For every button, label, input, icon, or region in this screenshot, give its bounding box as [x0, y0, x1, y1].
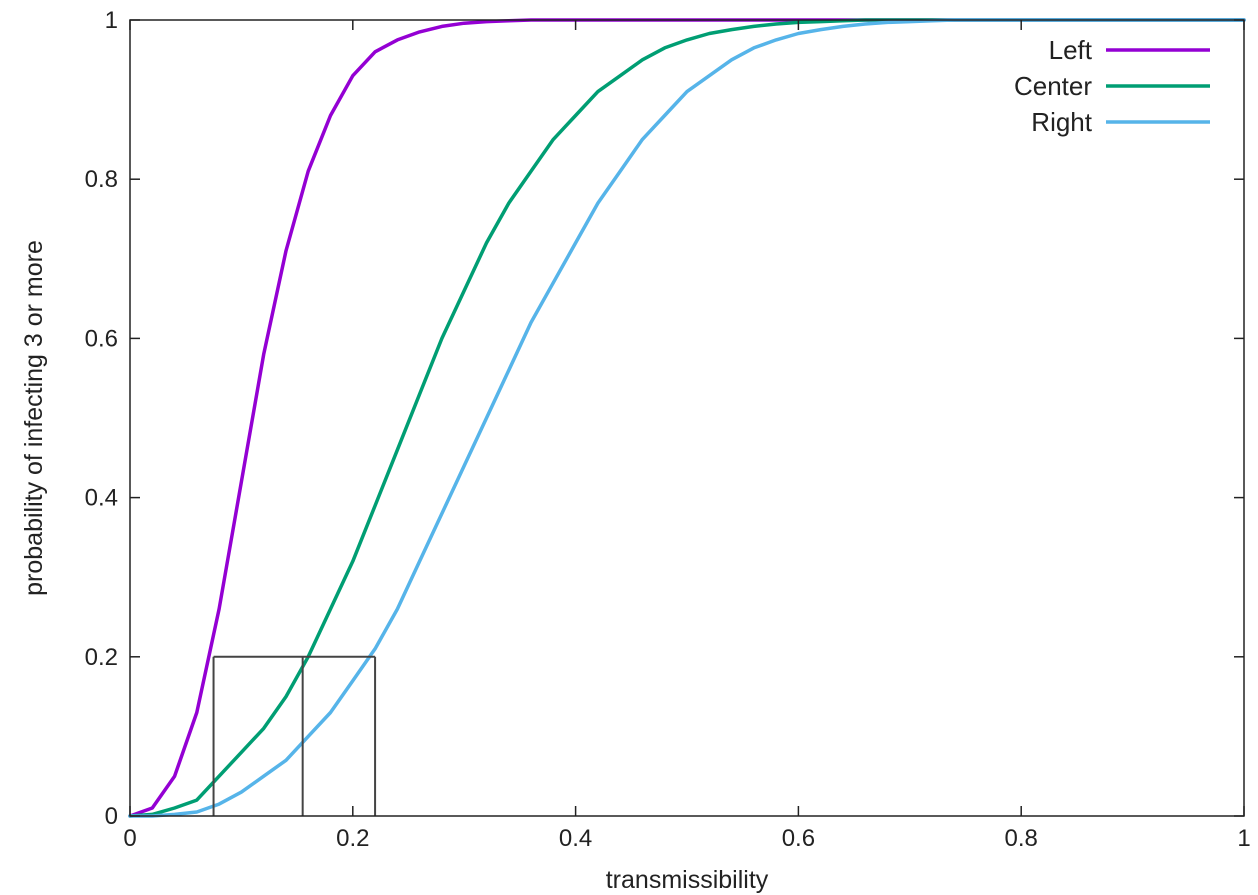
legend-label-right: Right [1031, 107, 1092, 137]
x-tick-label: 0.6 [782, 825, 815, 852]
legend-label-left: Left [1049, 35, 1093, 65]
x-tick-label: 0.2 [336, 825, 369, 852]
y-tick-label: 1 [105, 7, 118, 34]
y-axis-ticks: 0 0.2 0.4 0.6 0.8 1 [85, 7, 1244, 830]
x-tick-label: 0.8 [1005, 825, 1038, 852]
legend-label-center: Center [1014, 71, 1092, 101]
plot-frame [129, 19, 1245, 817]
y-tick-label: 0 [105, 803, 118, 830]
y-tick-label: 0.8 [85, 166, 118, 193]
y-tick-label: 0.6 [85, 325, 118, 352]
threshold-annotations [212, 655, 377, 816]
y-tick-label: 0.2 [85, 644, 118, 671]
x-tick-label: 0 [123, 825, 136, 852]
x-tick-label: 0.4 [559, 825, 592, 852]
x-tick-label: 1 [1237, 825, 1250, 852]
y-axis-title: probability of infecting 3 or more [20, 240, 48, 596]
legend: Left Center Right [1014, 35, 1210, 137]
x-axis-ticks: 0 0.2 0.4 0.6 0.8 1 [123, 20, 1251, 852]
y-tick-label: 0.4 [85, 485, 118, 512]
x-axis-title: transmissibility [606, 866, 769, 894]
